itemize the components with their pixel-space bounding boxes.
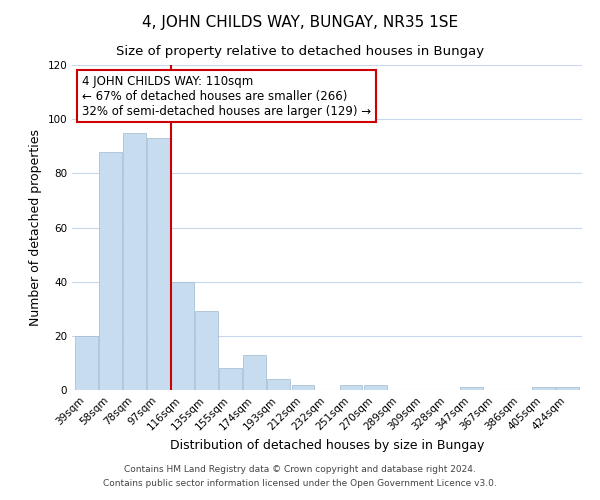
Bar	[171, 282, 194, 390]
Bar	[532, 388, 555, 390]
Bar	[220, 368, 242, 390]
Y-axis label: Number of detached properties: Number of detached properties	[29, 129, 42, 326]
Text: 4 JOHN CHILDS WAY: 110sqm
← 67% of detached houses are smaller (266)
32% of semi: 4 JOHN CHILDS WAY: 110sqm ← 67% of detac…	[82, 74, 371, 118]
Bar	[268, 379, 290, 390]
Text: Size of property relative to detached houses in Bungay: Size of property relative to detached ho…	[116, 45, 484, 58]
Bar	[244, 355, 266, 390]
Bar	[292, 384, 314, 390]
Text: Contains HM Land Registry data © Crown copyright and database right 2024.
Contai: Contains HM Land Registry data © Crown c…	[103, 466, 497, 487]
X-axis label: Distribution of detached houses by size in Bungay: Distribution of detached houses by size …	[170, 438, 484, 452]
Bar	[99, 152, 122, 390]
Bar	[556, 388, 579, 390]
Bar	[460, 388, 483, 390]
Bar	[195, 312, 218, 390]
Bar	[340, 384, 362, 390]
Text: 4, JOHN CHILDS WAY, BUNGAY, NR35 1SE: 4, JOHN CHILDS WAY, BUNGAY, NR35 1SE	[142, 15, 458, 30]
Bar	[364, 384, 386, 390]
Bar	[75, 336, 98, 390]
Bar	[123, 132, 146, 390]
Bar	[147, 138, 170, 390]
